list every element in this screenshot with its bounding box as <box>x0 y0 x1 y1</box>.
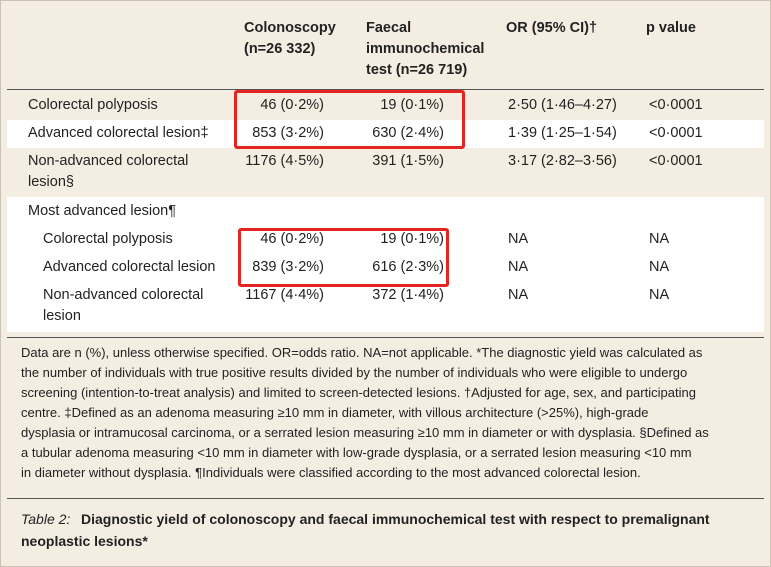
cell: 391 (1·5%) <box>372 153 444 169</box>
row-label: lesion§ <box>28 174 74 190</box>
row-label: Advanced colorectal lesion‡ <box>28 125 209 141</box>
cell: 839 (3·2%) <box>252 259 324 275</box>
cell: NA <box>649 259 670 275</box>
header-rule <box>7 89 764 90</box>
cell: 46 (0·2%) <box>260 231 324 247</box>
column-header: Colonoscopy <box>244 20 336 36</box>
cell: 853 (3·2%) <box>252 125 324 141</box>
cell: 1167 (4·4%) <box>245 287 324 303</box>
footnote-line: the number of individuals with true posi… <box>21 365 688 380</box>
caption-text: neoplastic lesions* <box>21 533 148 549</box>
cell: 616 (2·3%) <box>372 259 444 275</box>
cell: 1·39 (1·25–1·54) <box>508 125 617 141</box>
footnote-line: a tubular adenoma measuring <10 mm in di… <box>21 445 692 460</box>
row-label: Colorectal polyposis <box>28 97 158 113</box>
cell: 3·17 (2·82–3·56) <box>508 153 617 169</box>
row-label: lesion <box>43 308 81 324</box>
caption-label: Table 2: <box>21 511 71 527</box>
cell: <0·0001 <box>649 125 703 141</box>
footnote-line: in diameter without dysplasia. ¶Individu… <box>21 465 641 480</box>
row-label: Colorectal polyposis <box>43 231 173 247</box>
column-header: immunochemical <box>366 41 485 57</box>
row-label: Advanced colorectal lesion <box>43 259 216 275</box>
caption-text: Diagnostic yield of colonoscopy and faec… <box>81 511 710 527</box>
cell: 19 (0·1%) <box>380 97 444 113</box>
footnote-line: dysplasia or intramucosal carcinoma, or … <box>21 425 709 440</box>
table-rule <box>7 337 764 338</box>
highlight-box <box>234 90 465 149</box>
row-band <box>7 120 764 148</box>
cell: NA <box>649 231 670 247</box>
column-header: OR (95% CI)† <box>506 20 598 36</box>
highlight-box <box>238 228 449 287</box>
footnote-line: Data are n (%), unless otherwise specifi… <box>21 345 703 360</box>
column-header: p value <box>646 20 696 36</box>
footnote-line: centre. ‡Defined as an adenoma measuring… <box>21 405 649 420</box>
row-label: Non-advanced colorectal <box>43 287 204 303</box>
section-band <box>7 197 764 332</box>
cell: <0·0001 <box>649 97 703 113</box>
cell: NA <box>649 287 670 303</box>
row-label: Non-advanced colorectal <box>28 153 189 169</box>
cell: NA <box>508 259 529 275</box>
cell: 630 (2·4%) <box>372 125 444 141</box>
caption-rule <box>7 498 764 499</box>
cell: 1176 (4·5%) <box>245 153 324 169</box>
footnote-line: screening (intention-to-treat analysis) … <box>21 385 696 400</box>
cell: NA <box>508 231 529 247</box>
column-header: test (n=26 719) <box>366 62 468 78</box>
cell: 372 (1·4%) <box>372 287 444 303</box>
cell: 19 (0·1%) <box>380 231 444 247</box>
section-label: Most advanced lesion¶ <box>28 203 177 219</box>
cell: 46 (0·2%) <box>260 97 324 113</box>
column-header: (n=26 332) <box>244 41 316 57</box>
column-header: Faecal <box>366 20 412 36</box>
cell: NA <box>508 287 529 303</box>
cell: 2·50 (1·46–4·27) <box>508 97 617 113</box>
cell: <0·0001 <box>649 153 703 169</box>
